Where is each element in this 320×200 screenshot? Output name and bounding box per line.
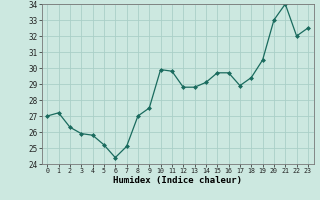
X-axis label: Humidex (Indice chaleur): Humidex (Indice chaleur) xyxy=(113,176,242,185)
